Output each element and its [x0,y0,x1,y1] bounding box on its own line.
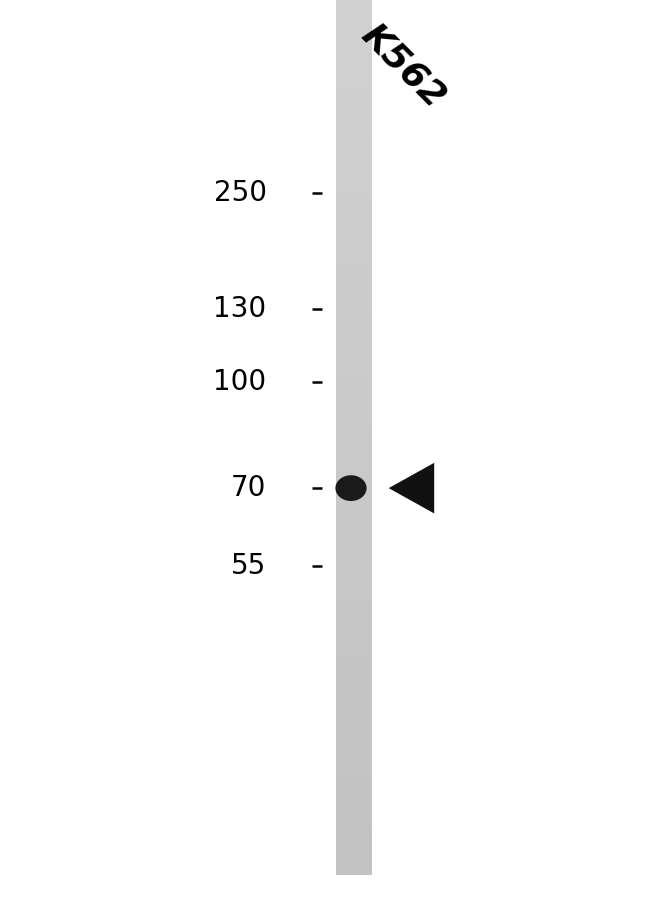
Bar [337,841,372,853]
Bar [337,546,372,558]
Bar [337,207,372,218]
Bar [337,809,372,821]
Bar [337,535,372,547]
Bar [337,87,372,99]
Bar [337,578,372,590]
Bar [337,0,372,11]
Bar [337,42,372,54]
Bar [337,589,372,601]
Bar [337,820,372,831]
Bar [337,656,372,667]
Bar [337,513,372,525]
Text: 130: 130 [213,295,266,322]
Ellipse shape [335,475,367,501]
Bar [337,764,372,776]
Bar [337,228,372,240]
Bar [337,634,372,646]
Bar [337,284,372,296]
Bar [337,491,372,503]
Bar [337,524,372,536]
Bar [337,414,372,426]
Bar [337,831,372,842]
Bar [337,185,372,197]
Text: 70: 70 [231,474,266,502]
Bar [337,863,372,875]
Bar [337,174,372,186]
Bar [337,295,372,306]
Bar [337,141,372,153]
Bar [337,557,372,569]
Bar [337,64,372,76]
Bar [337,262,372,274]
Bar [337,306,372,317]
Bar [337,393,372,404]
Bar [337,612,372,624]
Bar [337,76,372,87]
Bar [337,120,372,131]
Bar [337,251,372,262]
Bar [337,426,372,437]
Bar [337,327,372,339]
Text: 250: 250 [213,180,266,207]
Bar [337,403,372,415]
Bar [337,688,372,700]
Bar [337,371,372,383]
Bar [337,666,372,678]
Bar [337,481,372,492]
Bar [337,787,372,799]
Bar [337,742,372,754]
Text: 55: 55 [231,553,266,580]
Bar [337,753,372,765]
Bar [337,567,372,579]
Bar [337,131,372,142]
Bar [337,349,372,361]
Bar [337,470,372,481]
Bar [337,699,372,711]
Bar [337,32,372,43]
Polygon shape [389,462,434,514]
Bar [337,623,372,635]
Bar [337,382,372,394]
Bar [337,732,372,744]
Bar [337,21,372,33]
Bar [337,798,372,810]
Bar [337,710,372,722]
Bar [337,273,372,285]
Bar [337,775,372,787]
Bar [337,53,372,65]
Text: K562: K562 [354,17,451,114]
Bar [337,163,372,175]
Bar [337,98,372,110]
Bar [337,10,372,22]
Bar [337,677,372,689]
Bar [337,852,372,864]
Bar [337,448,372,460]
Bar [337,459,372,471]
Text: 100: 100 [213,368,266,396]
Bar [337,152,372,164]
Bar [337,502,372,514]
Bar [337,338,372,350]
Bar [337,360,372,372]
Bar [337,721,372,733]
Bar [337,239,372,251]
Bar [337,218,372,229]
Bar [337,196,372,208]
Bar [337,600,372,612]
Bar [337,645,372,656]
Bar [337,437,372,449]
Bar [337,316,372,328]
Bar [337,109,372,121]
